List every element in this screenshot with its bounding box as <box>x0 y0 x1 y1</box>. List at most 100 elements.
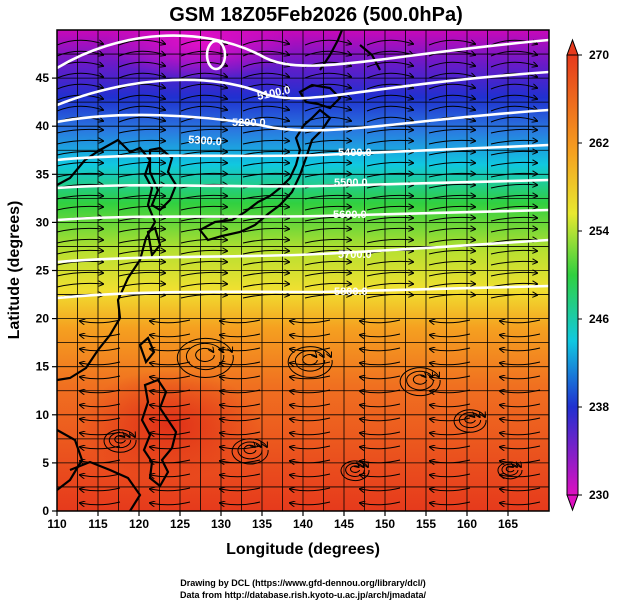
streamline <box>290 418 331 421</box>
streamline <box>118 228 165 233</box>
streamline <box>304 73 351 78</box>
streamline <box>500 432 541 435</box>
streamline <box>80 502 121 505</box>
streamline <box>220 446 261 449</box>
streamline <box>490 51 537 56</box>
streamline <box>366 51 413 56</box>
streamline <box>290 460 331 463</box>
streamline <box>242 272 289 277</box>
eddy-streamline <box>412 375 428 385</box>
streamline <box>80 320 121 323</box>
streamline <box>242 239 289 244</box>
streamline <box>500 348 541 351</box>
streamline <box>428 84 475 89</box>
streamline <box>490 117 537 122</box>
streamline <box>290 362 331 365</box>
streamline <box>180 206 227 211</box>
streamline <box>490 272 537 277</box>
streamline <box>360 502 401 505</box>
x-tick-label: 115 <box>88 517 108 531</box>
streamline <box>490 106 537 111</box>
streamline <box>360 474 401 477</box>
streamline <box>428 73 475 78</box>
streamline <box>304 40 351 45</box>
streamline <box>57 173 103 178</box>
streamline <box>80 418 121 421</box>
eddy-streamline <box>176 337 234 379</box>
streamline <box>428 283 475 288</box>
streamline <box>57 206 103 211</box>
streamline <box>428 195 475 200</box>
colorbar-scale <box>566 54 579 496</box>
contour-5800 <box>57 284 549 300</box>
streamline <box>304 228 351 233</box>
streamline <box>500 404 541 407</box>
streamline <box>242 140 289 145</box>
streamline <box>118 40 165 45</box>
streamline <box>242 151 289 156</box>
streamline <box>304 84 351 89</box>
streamline <box>428 62 475 67</box>
streamline <box>118 206 165 211</box>
streamline <box>150 390 191 393</box>
graticule <box>57 30 549 511</box>
streamline <box>430 418 471 421</box>
x-tick-label: 135 <box>252 517 272 531</box>
streamline <box>360 362 401 365</box>
streamline <box>118 294 165 299</box>
chart-title: GSM 18Z05Feb2026 (500.0hPa) <box>169 4 462 26</box>
streamline <box>150 404 191 407</box>
streamline <box>304 51 351 56</box>
streamline <box>428 151 475 156</box>
streamline <box>500 334 541 337</box>
streamline <box>242 106 289 111</box>
streamline <box>150 474 191 477</box>
streamline <box>290 390 331 393</box>
eddy-streamline <box>237 442 263 460</box>
streamline <box>428 272 475 277</box>
streamline <box>57 151 103 156</box>
streamline <box>57 51 103 56</box>
streamline <box>304 206 351 211</box>
eddy-streamline <box>302 354 318 366</box>
x-tick-label: 140 <box>293 517 313 531</box>
streamline <box>428 95 475 100</box>
streamline <box>304 162 351 167</box>
streamline <box>220 390 261 393</box>
streamline <box>80 404 121 407</box>
x-tick-label: 110 <box>47 517 67 531</box>
streamline <box>118 272 165 277</box>
streamline <box>57 162 103 167</box>
streamline <box>118 151 165 156</box>
streamline <box>500 488 541 491</box>
colorbar-tick-label: 230 <box>589 488 609 502</box>
streamline <box>118 283 165 288</box>
streamline <box>220 334 261 337</box>
streamline <box>290 376 331 379</box>
streamline <box>80 488 121 491</box>
eddy-streamline <box>195 348 215 362</box>
streamline <box>118 95 165 100</box>
contour-5300 <box>57 108 549 132</box>
streamline <box>118 129 165 134</box>
streamline <box>500 474 541 477</box>
streamline <box>290 488 331 491</box>
contour-5100 <box>57 34 549 70</box>
cold-core <box>105 30 295 80</box>
streamline <box>290 334 331 337</box>
streamline <box>360 404 401 407</box>
streamline <box>366 239 413 244</box>
streamline <box>220 460 261 463</box>
streamline <box>242 173 289 178</box>
y-axis: 0 5 10 15 20 25 30 35 40 45 <box>36 71 57 518</box>
streamline <box>428 140 475 145</box>
streamline <box>118 162 165 167</box>
colorbar-tick-label: 254 <box>589 224 609 238</box>
streamline <box>220 474 261 477</box>
streamline <box>490 173 537 178</box>
streamline <box>428 217 475 222</box>
streamline <box>360 348 401 351</box>
streamline <box>180 283 227 288</box>
streamline <box>80 376 121 379</box>
streamline <box>80 348 121 351</box>
